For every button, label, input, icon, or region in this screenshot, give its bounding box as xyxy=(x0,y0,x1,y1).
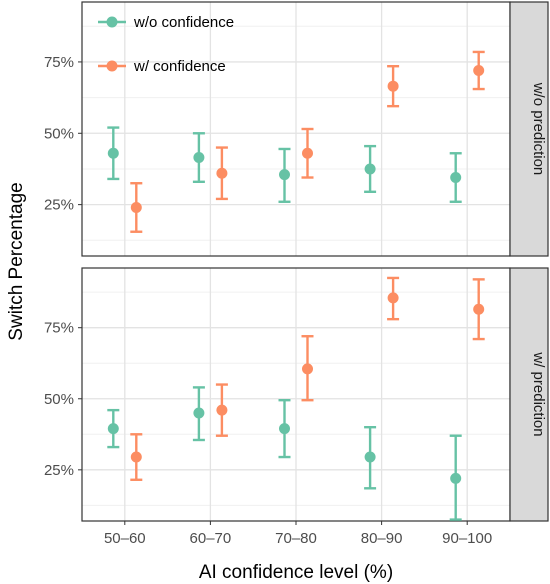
panel-2-w-confidence-2-point xyxy=(216,404,228,416)
panel-1-w-confidence-3-point xyxy=(302,147,313,159)
panel-2-wo-confidence-2-point xyxy=(193,407,205,419)
panel-2-w-confidence-5-point xyxy=(473,303,485,315)
x-tick-label-4: 80–90 xyxy=(361,530,403,547)
panel-2-w-confidence-4-point xyxy=(387,292,399,304)
panel-2-wo-confidence-5-point xyxy=(450,472,462,484)
legend-w-confidence-marker xyxy=(106,60,118,72)
panel-1-wo-confidence-1-point xyxy=(107,147,119,159)
panel-1-y-tick-label-2: 50% xyxy=(44,125,74,142)
panel-2-strip xyxy=(509,267,549,522)
legend-wo-confidence-label: w/o confidence xyxy=(133,14,234,31)
panel-1-y-tick-label-3: 75% xyxy=(44,54,74,71)
x-axis-title: AI confidence level (%) xyxy=(199,562,393,583)
panel-1-w-confidence-2-point xyxy=(216,167,228,179)
panel-1-wo-confidence-3-point xyxy=(279,169,290,181)
panel-1-wo-confidence-5-point xyxy=(450,172,462,184)
panel-2-wo-confidence-1-point xyxy=(107,423,119,435)
panel-2-wo-confidence-4-point xyxy=(364,451,376,463)
panel-1-w-confidence-5-point xyxy=(473,64,485,76)
panel-1-wo-confidence-2-point xyxy=(193,152,205,164)
panel-1-strip xyxy=(509,1,549,257)
panel-1-wo-confidence-4-point xyxy=(364,163,376,175)
panel-2-wo-confidence-3-point xyxy=(279,423,290,435)
x-tick-label-5: 90–100 xyxy=(442,530,492,547)
x-tick-label-2: 60–70 xyxy=(190,530,232,547)
legend-w-confidence-label: w/ confidence xyxy=(133,58,226,75)
y-axis-title: Switch Percentage xyxy=(6,182,27,340)
panel-1-w-confidence-1-point xyxy=(130,201,142,213)
x-tick-label-1: 50–60 xyxy=(104,530,146,547)
panel-2-w-confidence-3-point xyxy=(302,363,313,375)
panel-2-y-tick-label-3: 75% xyxy=(44,320,74,337)
x-tick-label-3: 70–80 xyxy=(275,530,317,547)
panel-2-w-confidence-1-point xyxy=(130,451,142,463)
panel-1-strip-label: w/o prediction xyxy=(530,82,547,176)
legend-wo-confidence-marker xyxy=(106,16,118,28)
panel-2-y-tick-label-1: 25% xyxy=(44,462,74,479)
panel-1-y-tick-label-1: 25% xyxy=(44,197,74,214)
panel-2-y-tick-label-2: 50% xyxy=(44,391,74,408)
panel-2-strip-label: w/ prediction xyxy=(530,351,547,436)
panel-1-w-confidence-4-point xyxy=(387,80,399,92)
